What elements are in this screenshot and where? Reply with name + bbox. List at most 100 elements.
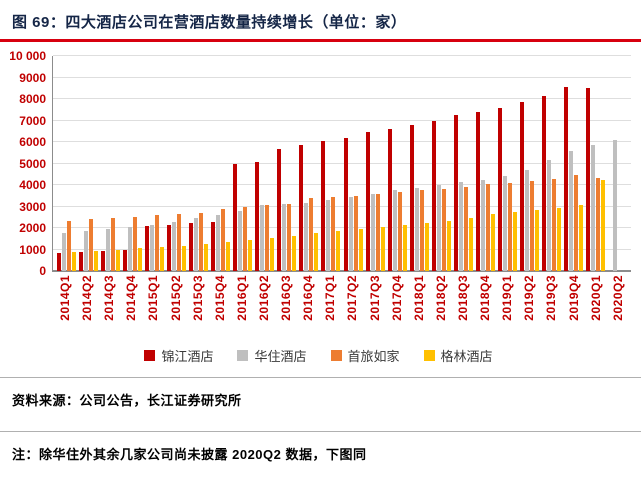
bar-group (342, 56, 364, 271)
bar-huazhu (238, 210, 243, 271)
legend-swatch-greentree (423, 350, 435, 361)
note-line: 注：除华住外其余几家公司尚未披露 2020Q2 数据，下图同 (12, 447, 367, 462)
legend-swatch-btg-homeinns (330, 350, 342, 361)
divider-bottom (0, 431, 641, 432)
bar-huazhu (348, 196, 353, 271)
bar-greentree (358, 229, 363, 271)
bar-group (55, 56, 77, 271)
x-tick-text: 2015Q4 (212, 275, 227, 321)
x-tick-text: 2014Q1 (58, 275, 73, 321)
x-tick-text: 2018Q2 (433, 275, 448, 321)
x-tick-label: 2018Q2 (430, 272, 452, 338)
legend-label-btg-homeinns: 首旅如家 (347, 349, 400, 364)
bar-huazhu (547, 160, 552, 271)
bar-jinjiang (277, 148, 282, 271)
bar-greentree (557, 207, 562, 271)
bar-huazhu (414, 188, 419, 271)
bar-btg-homeinns (530, 180, 535, 271)
bar-btg-homeinns (309, 197, 314, 271)
x-tick-label: 2020Q1 (585, 272, 607, 338)
gridline (53, 119, 631, 121)
y-tick-label: 8000 (19, 92, 46, 106)
x-tick-text: 2019Q3 (544, 275, 559, 321)
bar-jinjiang (564, 87, 569, 271)
bar-group (386, 56, 408, 271)
figure-title: 图 69：四大酒店公司在营酒店数量持续增长（单位：家） (12, 14, 407, 31)
x-tick-label: 2016Q4 (297, 272, 319, 338)
x-tick-text: 2018Q4 (478, 275, 493, 321)
x-tick-text: 2014Q4 (124, 275, 139, 321)
hotel-count-bar-chart: 0 1000 2000 3000 4000 5000 6000 7000 8000 9000 10 … (6, 49, 631, 365)
bar-jinjiang (365, 132, 370, 271)
y-tick-label: 4000 (19, 178, 46, 192)
bar-huazhu (613, 139, 618, 271)
bar-jinjiang (299, 145, 304, 271)
bar-huazhu (525, 170, 530, 271)
gridline (53, 205, 631, 207)
bar-jinjiang (211, 221, 216, 271)
source-text: 公司公告，长江证券研究所 (79, 393, 242, 408)
y-tick-label: 0 (39, 264, 46, 278)
x-tick-label: 2016Q1 (231, 272, 253, 338)
bar-jinjiang (387, 129, 392, 271)
y-tick-label: 5000 (19, 156, 46, 171)
bar-greentree (424, 222, 429, 271)
x-tick-text: 2018Q1 (411, 275, 426, 321)
bar-greentree (248, 239, 253, 271)
title-red-divider (0, 39, 641, 42)
x-tick-text: 2019Q4 (566, 275, 581, 321)
bar-jinjiang (431, 120, 436, 271)
x-tick-label: 2020Q2 (607, 272, 629, 338)
x-tick-text: 2014Q3 (102, 275, 117, 321)
bar-btg-homeinns (574, 175, 579, 271)
legend-label-huazhu: 华住酒店 (254, 349, 307, 364)
bar-huazhu (370, 193, 375, 271)
bar-group (430, 56, 452, 271)
x-tick-label: 2017Q1 (319, 272, 341, 338)
legend-label-greentree: 格林酒店 (440, 349, 493, 364)
bar-huazhu (591, 145, 596, 271)
y-tick-label: 2000 (19, 221, 46, 235)
x-tick-label: 2019Q2 (518, 272, 540, 338)
bar-group (474, 56, 496, 271)
bar-jinjiang (78, 251, 83, 271)
bar-greentree (468, 218, 473, 271)
bar-btg-homeinns (463, 187, 468, 271)
bar-btg-homeinns (596, 177, 601, 271)
gridline (53, 227, 631, 228)
bar-jinjiang (56, 252, 61, 271)
x-tick-label: 2018Q1 (408, 272, 430, 338)
source-label: 资料来源： (12, 393, 80, 408)
x-tick-text: 2016Q4 (301, 275, 316, 321)
bar-btg-homeinns (66, 220, 71, 271)
x-tick-label: 2014Q4 (120, 272, 142, 338)
x-axis: 2014Q1 2014Q2 2014Q3 2014Q4 2015Q1 2015Q2 2015… (52, 272, 631, 338)
bar-jinjiang (409, 124, 414, 271)
bar-group (497, 56, 519, 271)
bar-group (519, 56, 541, 271)
x-tick-label: 2018Q3 (452, 272, 474, 338)
bar-btg-homeinns (199, 212, 203, 271)
bar-jinjiang (166, 224, 171, 271)
bar-btg-homeinns (132, 217, 137, 271)
x-tick-label: 2014Q2 (76, 272, 98, 338)
bar-greentree (535, 209, 540, 271)
bar-group (541, 56, 563, 271)
y-tick-label: 7000 (19, 113, 46, 128)
bar-group (210, 56, 232, 271)
bar-jinjiang (233, 163, 238, 271)
bar-group (585, 56, 607, 271)
bar-greentree (601, 179, 606, 271)
bar-greentree (159, 247, 164, 271)
bar-huazhu (127, 226, 132, 271)
bar-group (254, 56, 276, 271)
bar-btg-homeinns (375, 193, 380, 271)
bar-huazhu (458, 181, 463, 271)
bar-huazhu (260, 205, 265, 271)
bar-jinjiang (189, 222, 193, 271)
bar-jinjiang (122, 249, 127, 271)
bar-btg-homeinns (353, 195, 358, 271)
x-tick-text: 2017Q3 (367, 275, 382, 321)
bar-group (298, 56, 320, 271)
